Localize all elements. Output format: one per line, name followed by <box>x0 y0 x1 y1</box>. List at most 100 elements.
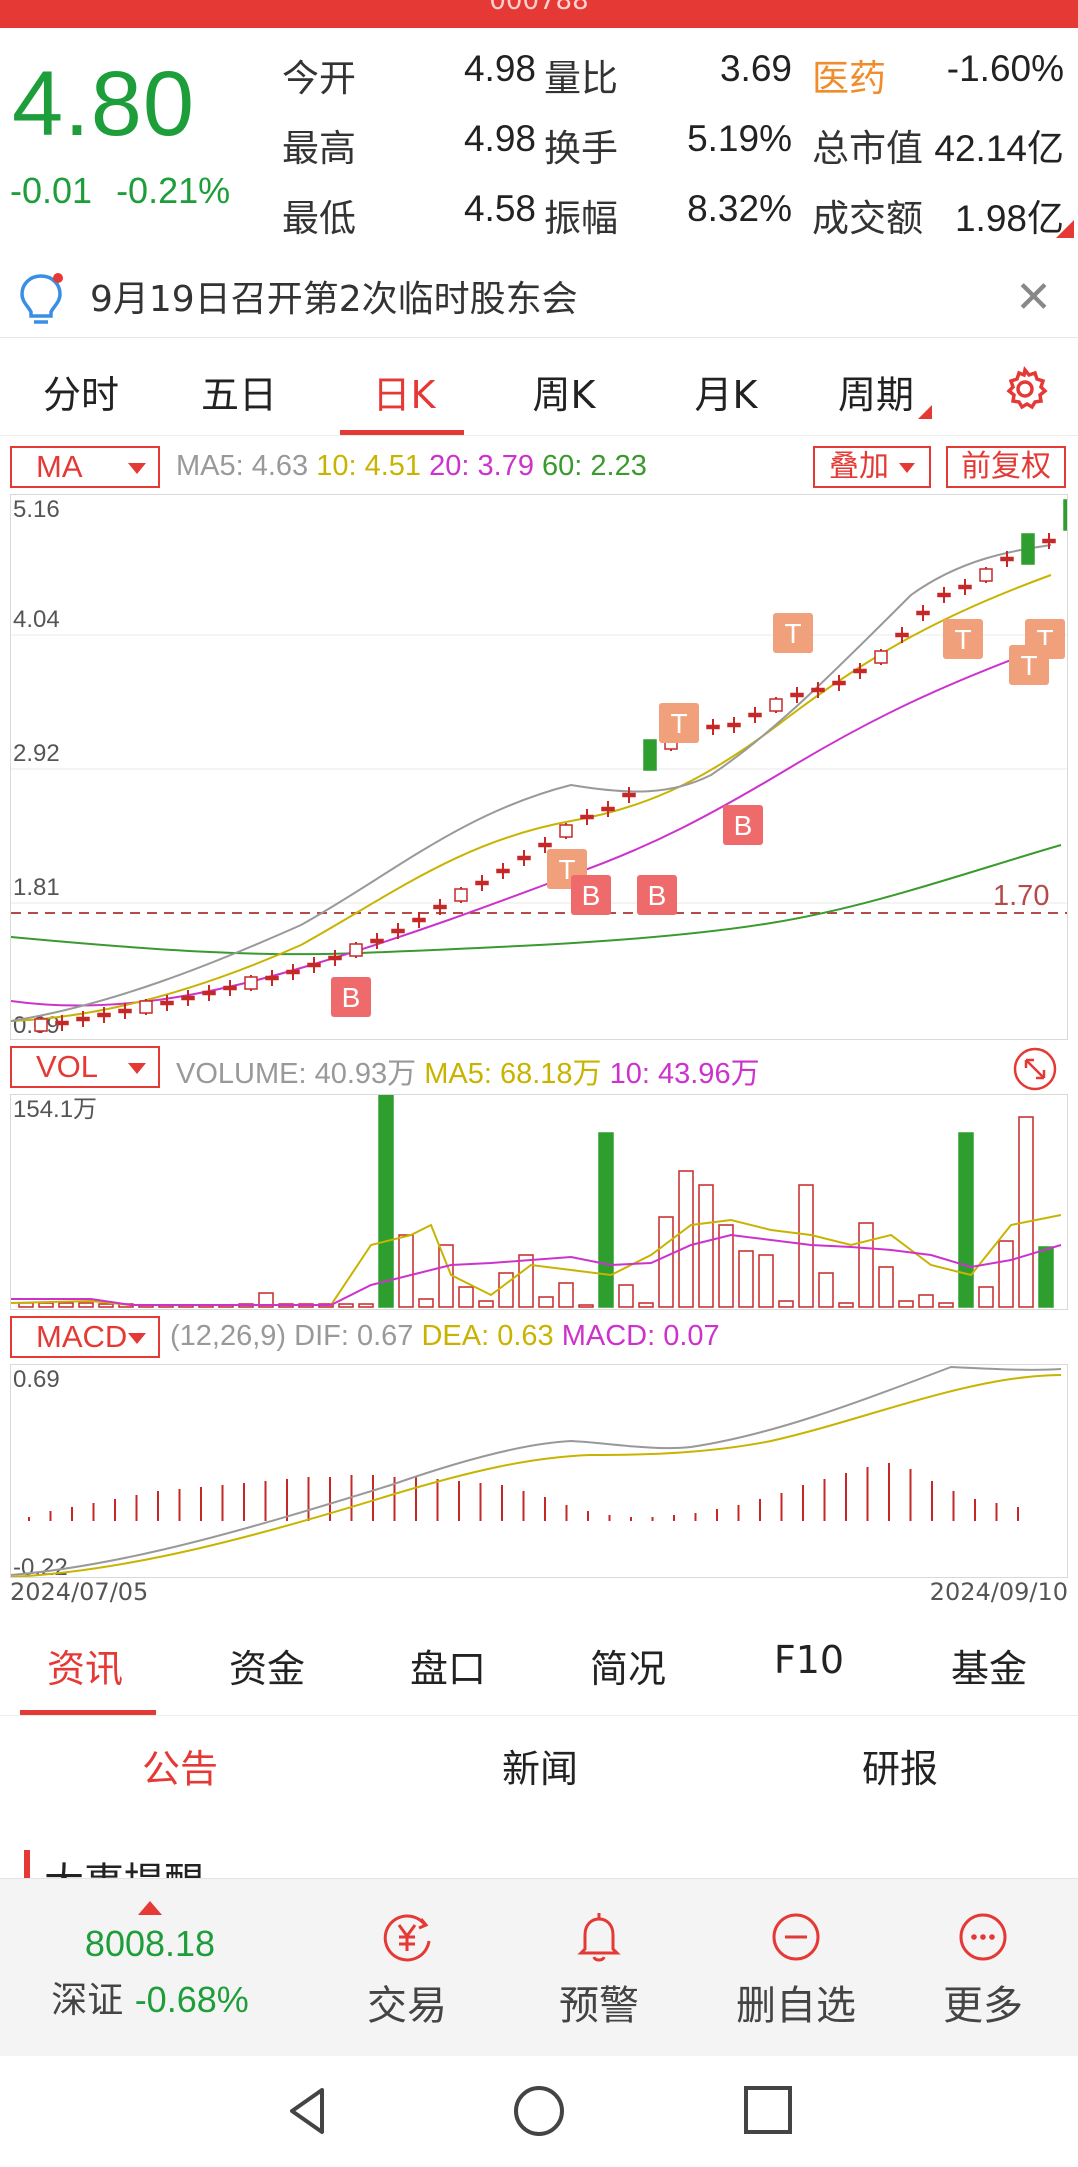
candle-body <box>1042 538 1056 544</box>
tab-weekly-k[interactable]: 周K <box>532 373 596 417</box>
candle-body <box>454 888 468 902</box>
more-icon <box>959 1913 1007 1961</box>
tab-order-book[interactable]: 盘口 <box>409 1647 486 1691</box>
value-volume-ratio: 3.69 <box>719 48 792 89</box>
close-icon[interactable]: ✕ <box>1015 272 1052 323</box>
more-button[interactable]: 更多 <box>908 1909 1058 2031</box>
volume-bar <box>618 1284 634 1308</box>
notice-bar[interactable]: 9月19日召开第2次临时股东会 ✕ <box>0 258 1078 338</box>
alert-button[interactable]: 预警 <box>524 1909 674 2031</box>
buy-marker <box>637 875 677 915</box>
volume-bar <box>718 1224 734 1308</box>
vol-ma5-line <box>10 1214 1062 1306</box>
candle-body <box>601 806 615 812</box>
sell-marker-letter: T <box>1020 650 1037 681</box>
tab-news-info[interactable]: 资讯 <box>46 1647 123 1691</box>
macd-bars-group <box>28 1463 1019 1521</box>
subtab-announcements[interactable]: 公告 <box>141 1747 218 1791</box>
tab-daily-k[interactable]: 日K <box>372 373 436 417</box>
candle-body <box>223 985 237 991</box>
label-low: 最低 <box>282 197 356 240</box>
ma-selector[interactable]: MA <box>10 446 160 488</box>
tab-funds[interactable]: 资金 <box>228 1647 305 1691</box>
vol-legend: VOLUME: 40.93万 MA5: 68.18万 10: 43.96万 <box>176 1050 760 1092</box>
macd-selector-label: MACD <box>36 1319 128 1354</box>
macd-chart[interactable]: 0.69 -0.22 <box>10 1364 1068 1581</box>
back-icon[interactable] <box>282 2084 332 2138</box>
vol-selector[interactable]: VOL <box>10 1046 160 1088</box>
candle-body <box>55 1020 69 1026</box>
candle-body <box>139 1000 153 1014</box>
sell-marker-letter: T <box>954 624 971 655</box>
tab-five-day[interactable]: 五日 <box>200 373 277 417</box>
alert-label: 预警 <box>559 1983 639 2029</box>
remove-watchlist-label: 删自选 <box>736 1983 856 2029</box>
macd-svg: 0.69 -0.22 <box>10 1365 1062 1581</box>
label-open: 今开 <box>282 57 356 100</box>
label-high: 最高 <box>282 127 356 170</box>
date-end: 2024/09/10 <box>929 1578 1068 1606</box>
tab-intraday[interactable]: 分时 <box>42 373 119 417</box>
candle-body <box>916 610 930 616</box>
index-value: 8008.18 <box>84 1923 216 1964</box>
volume-bar <box>678 1170 694 1308</box>
tab-period[interactable]: 周期 <box>820 364 950 419</box>
active-info-tab-underline <box>20 1710 156 1715</box>
y-axis-label: 1.81 <box>13 874 60 901</box>
value-high: 4.98 <box>463 118 536 159</box>
macd-panel-header: MACD (12,26,9) DIF: 0.67 DEA: 0.63 MACD:… <box>10 1316 1070 1360</box>
label-volume-ratio: 量比 <box>544 57 618 100</box>
volume-svg: 154.1万 <box>10 1094 1062 1308</box>
tab-profile[interactable]: 简况 <box>589 1647 666 1691</box>
candle-body <box>937 592 951 598</box>
index-name: 深证 <box>51 1980 124 2021</box>
remove-watchlist-button[interactable]: 删自选 <box>716 1909 876 2031</box>
vol-selector-label: VOL <box>36 1049 99 1084</box>
candle-body <box>622 792 636 798</box>
macd-params: (12,26,9) <box>170 1320 287 1352</box>
home-icon[interactable] <box>512 2084 566 2138</box>
notice-text: 9月19日召开第2次临时股东会 <box>90 279 578 320</box>
tab-f10[interactable]: F10 <box>773 1638 845 1682</box>
minus-circle-icon <box>772 1913 820 1961</box>
volume-bar <box>998 1240 1014 1308</box>
subtab-research[interactable]: 研报 <box>861 1747 938 1791</box>
ma-panel-header: MA MA5: 4.63 10: 4.51 20: 3.79 60: 2.23 … <box>10 446 1070 490</box>
bottom-action-bar: 8008.18 深证 -0.68% 交易 预警 删自选 更多 <box>0 1878 1078 2056</box>
volume-bar <box>938 1302 954 1308</box>
tab-period-label: 周期 <box>837 373 914 417</box>
y-axis-label: 5.16 <box>13 496 60 523</box>
quote-row: 今开 4.98 量比 3.69 医药 -1.60% <box>282 48 1072 118</box>
price-adjust-button[interactable]: 前复权 <box>946 446 1066 488</box>
candle-body <box>34 1018 48 1032</box>
section-heading: 大事提醒 <box>24 1850 204 1878</box>
tab-monthly-k[interactable]: 月K <box>694 373 758 417</box>
expand-corner-icon[interactable] <box>1056 220 1074 238</box>
volume-bar <box>418 1298 434 1308</box>
ma20-line <box>10 644 1052 1007</box>
section-title: 大事提醒 <box>44 1860 204 1878</box>
gear-icon[interactable] <box>1002 366 1048 412</box>
overlay-button[interactable]: 叠加 <box>813 446 931 488</box>
ma5-line <box>10 544 1052 1022</box>
volume-bar <box>258 1292 274 1308</box>
index-ticker[interactable]: 8008.18 深证 -0.68% <box>30 1901 270 2023</box>
tab-fund[interactable]: 基金 <box>950 1647 1027 1691</box>
info-sub-tabs: 公告 新闻 研报 <box>0 1720 1078 1810</box>
ma10-line <box>10 574 1052 1022</box>
expand-icon[interactable] <box>1012 1046 1058 1092</box>
yuan-trade-icon <box>383 1914 431 1962</box>
recents-icon[interactable] <box>742 2084 794 2136</box>
candles-group <box>34 499 1077 1033</box>
trade-button[interactable]: 交易 <box>332 1909 482 2031</box>
volume-max-label: 154.1万 <box>13 1096 97 1123</box>
volume-bar <box>638 1302 654 1308</box>
subtab-news[interactable]: 新闻 <box>501 1747 578 1791</box>
sector-link[interactable]: 医药 <box>812 57 886 100</box>
volume-bar <box>738 1250 754 1308</box>
chevron-down-icon <box>128 463 146 474</box>
macd-selector[interactable]: MACD <box>10 1316 160 1358</box>
candle-body <box>811 687 825 693</box>
volume-chart[interactable]: 154.1万 <box>10 1094 1068 1310</box>
